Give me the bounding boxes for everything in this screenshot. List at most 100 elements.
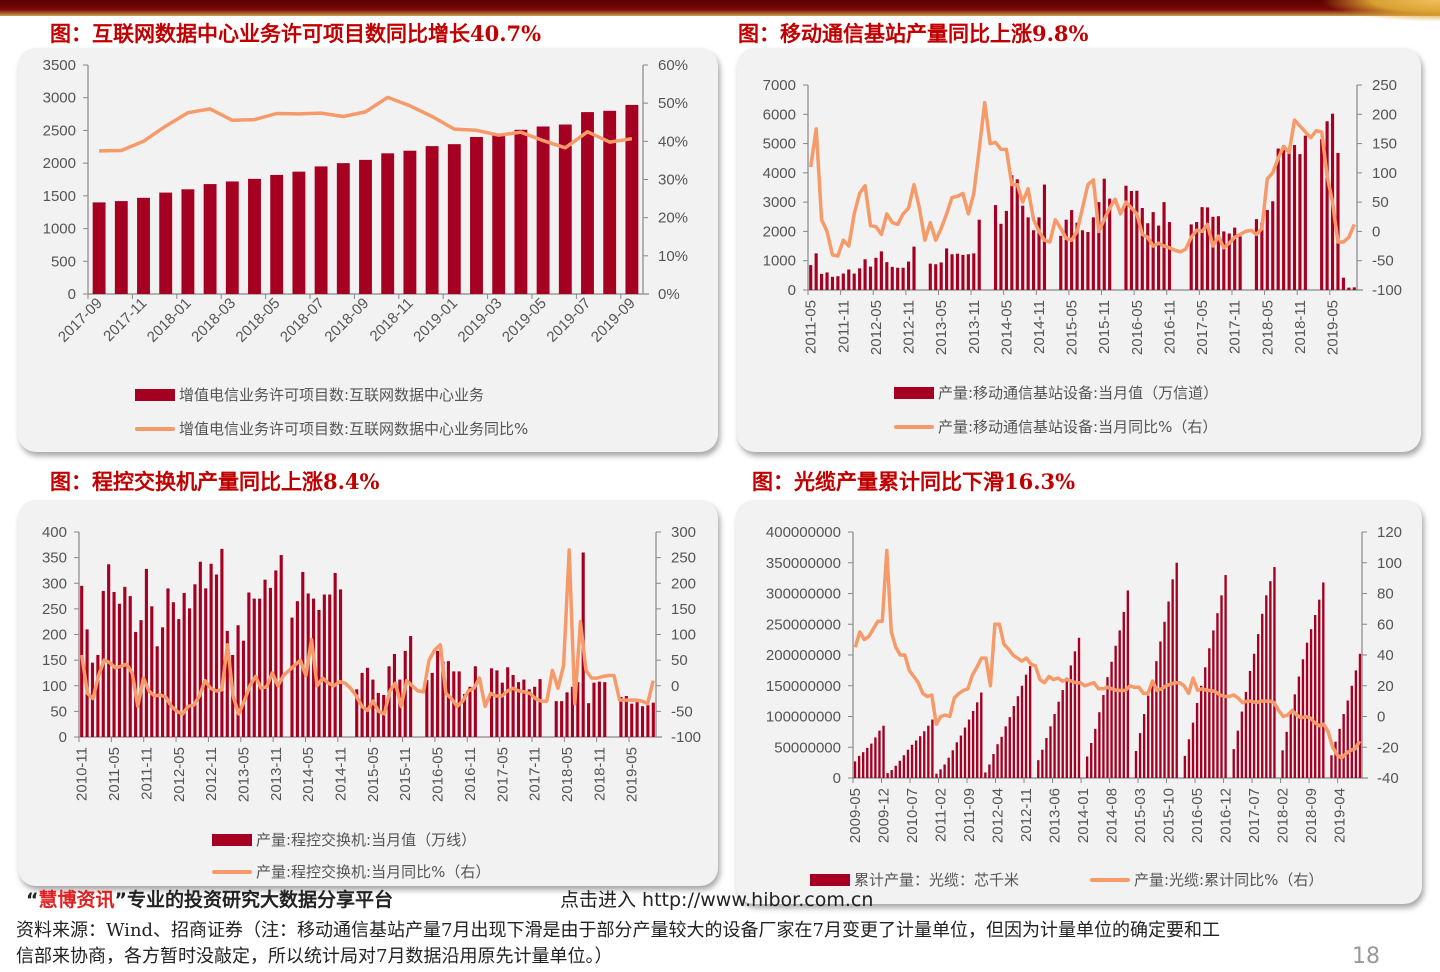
bar (514, 129, 528, 294)
bar (1347, 287, 1351, 290)
bar (886, 773, 889, 778)
y-tick-label: 250 (42, 601, 67, 618)
bar (570, 686, 574, 737)
bar (1325, 121, 1329, 290)
y-tick-label: 1000 (763, 253, 796, 270)
bar (225, 181, 239, 294)
bar (1236, 730, 1239, 778)
bar (123, 586, 127, 737)
y2-tick-label: -50 (671, 703, 693, 720)
bar (1195, 702, 1199, 778)
bar (651, 702, 655, 737)
x-tick-label: 2010-11 (74, 747, 91, 801)
bar (333, 573, 337, 737)
bar (279, 555, 283, 737)
bar (1224, 575, 1227, 778)
bar (906, 261, 911, 290)
x-tick-label: 2012-11 (901, 300, 918, 354)
bar (1057, 701, 1060, 778)
y-tick-label: 6000 (763, 106, 796, 123)
bar (853, 761, 857, 778)
y2-tick-label: 120 (1377, 524, 1402, 541)
y2-tick-label: 100 (1372, 165, 1397, 182)
y-tick-label: 150 (42, 652, 67, 669)
bar (914, 740, 918, 778)
bar (128, 596, 132, 737)
bar (1238, 236, 1242, 290)
bar (993, 205, 998, 290)
chart-title-base-station: 图：移动通信基站产量同比上涨9.8% (738, 21, 1089, 46)
legend-bar-switch: 产量:程控交换机:当月值（万线） (212, 829, 476, 850)
x-tick-label: 2017-11 (100, 295, 150, 345)
bar (820, 273, 824, 290)
bar (1200, 207, 1204, 290)
bar (381, 153, 395, 294)
bar (619, 697, 623, 737)
legend-label: 增值电信业务许可项目数:互联网数据中心业务 (179, 386, 485, 404)
x-tick-label: 2018-02 (1275, 788, 1292, 843)
bar (225, 630, 229, 737)
bar (1073, 651, 1077, 778)
bar (1122, 611, 1125, 778)
bar (107, 564, 111, 737)
y-tick-label: 50000000 (774, 739, 841, 756)
watermark-link[interactable]: 点击进入 http://www.hibor.com.cn (560, 889, 874, 911)
legend-label: 产量:光缆:累计同比%（右） (1134, 871, 1324, 889)
bar (847, 269, 851, 290)
bar (955, 742, 959, 778)
bar (939, 769, 942, 778)
bar (336, 163, 350, 294)
bar (263, 579, 267, 737)
bar (290, 617, 294, 737)
y2-tick-label: -50 (1372, 253, 1394, 270)
bar (1341, 277, 1345, 290)
bar (1024, 674, 1028, 778)
bar (1240, 711, 1244, 778)
bar (1292, 145, 1297, 290)
bar (463, 693, 467, 737)
bar (1129, 191, 1133, 290)
bar (527, 689, 531, 737)
x-tick-label: 2017-11 (527, 747, 544, 801)
bar (1000, 736, 1003, 778)
bar (209, 563, 213, 737)
bar (1260, 222, 1264, 290)
bar (955, 253, 960, 290)
bar (114, 201, 128, 294)
bar (511, 674, 515, 737)
x-tick-label: 2018-09 (1303, 788, 1320, 843)
x-tick-label: 2012-11 (1018, 788, 1035, 842)
bar (204, 588, 208, 737)
bar (861, 752, 865, 778)
bar (977, 219, 981, 290)
yoy-line (853, 548, 1362, 760)
watermark-brand: 慧博资讯 (38, 889, 115, 911)
y2-tick-label: 60% (658, 57, 688, 74)
bar (447, 144, 461, 294)
bar (137, 197, 150, 294)
x-tick-label: 2011-11 (835, 300, 852, 353)
x-tick-label: 2018-11 (591, 747, 608, 801)
x-tick-label: 2013-05 (235, 747, 252, 802)
page-number: 18 (1352, 944, 1380, 969)
x-tick-label: 2015-03 (1132, 788, 1149, 843)
chart-title-switch: 图：程控交换机产量同比上涨8.4% (50, 469, 380, 494)
bar (1097, 202, 1101, 290)
bar (470, 136, 483, 294)
y-tick-label: 2000 (43, 155, 76, 172)
bar (1334, 741, 1337, 778)
bar (1108, 198, 1112, 290)
bar (536, 126, 550, 294)
bar (931, 719, 934, 778)
source-note-line2: 信部来协商，各方暂时没敲定，所以统计局对7月数据沿用原先计量单位。） (16, 946, 613, 967)
bar (1010, 175, 1014, 290)
bar (1037, 760, 1040, 778)
bar (241, 640, 246, 737)
x-tick-label: 2011-11 (138, 747, 155, 800)
bar (1330, 755, 1333, 778)
bar (939, 262, 943, 290)
bar (1147, 695, 1150, 778)
bar (473, 666, 477, 737)
bar (894, 765, 897, 778)
legend-line-idc: 增值电信业务许可项目数:互联网数据中心业务同比% (135, 418, 528, 439)
